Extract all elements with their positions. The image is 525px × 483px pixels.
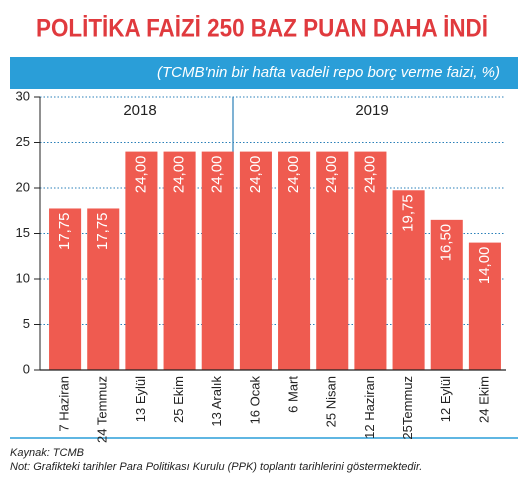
bar [125, 151, 158, 370]
bar [239, 151, 272, 370]
bar [430, 219, 463, 370]
bar [87, 208, 120, 370]
y-tick-label: 25 [16, 134, 30, 149]
y-tick-label: 30 [16, 88, 30, 103]
bar [201, 151, 234, 370]
value-label: 17,75 [94, 212, 111, 250]
value-label: 24,00 [171, 156, 188, 194]
bar [316, 151, 349, 370]
x-tick-label: 13 Eylül [133, 376, 148, 422]
value-label: 24,00 [132, 156, 149, 194]
y-tick-label: 5 [23, 316, 30, 331]
chart-subtitle: (TCMB'nin bir hafta vadeli repo borç ver… [157, 64, 500, 81]
x-tick-label: 16 Ocak [247, 376, 262, 425]
bar [49, 208, 82, 370]
bar [354, 151, 387, 370]
value-label: 24,00 [361, 156, 378, 194]
value-label: 14,00 [476, 247, 493, 285]
chart-title: POLİTİKA FAİZİ 250 BAZ PUAN DAHA İNDİ [36, 15, 488, 43]
x-tick-label: 6 Mart [286, 376, 301, 413]
value-label: 24,00 [209, 156, 226, 194]
bar [468, 242, 501, 370]
x-tick-label: 12 Haziran [362, 376, 377, 439]
value-label: 16,50 [438, 224, 455, 262]
x-tick-label: 24 Ekim [476, 376, 491, 423]
bar [163, 151, 196, 370]
x-tick-label: 25 Nisan [324, 376, 339, 427]
x-tick-label: 25Temmuz [400, 376, 415, 440]
value-label: 17,75 [56, 212, 73, 250]
value-label: 19,75 [400, 194, 417, 232]
y-tick-label: 10 [16, 270, 30, 285]
x-tick-label: 25 Ekim [171, 376, 186, 423]
bar [278, 151, 311, 370]
x-tick-label: 12 Eylül [438, 376, 453, 422]
value-label: 24,00 [285, 156, 302, 194]
subtitle-band [10, 57, 518, 89]
note: Not: Grafikteki tarihler Para Politikası… [10, 461, 422, 473]
value-label: 24,00 [247, 156, 264, 194]
x-tick-label: 24 Temmuz [95, 376, 110, 443]
y-tick-label: 15 [16, 225, 30, 240]
y-tick-label: 20 [16, 179, 30, 194]
year-label: 2018 [123, 102, 156, 119]
source: Kaynak: TCMB [10, 447, 84, 459]
bar [392, 190, 425, 370]
x-tick-label: 13 Aralık [209, 376, 224, 427]
value-label: 24,00 [323, 156, 340, 194]
y-tick-label: 0 [23, 361, 30, 376]
x-tick-label: 7 Haziran [57, 376, 72, 432]
year-label: 2019 [355, 102, 388, 119]
